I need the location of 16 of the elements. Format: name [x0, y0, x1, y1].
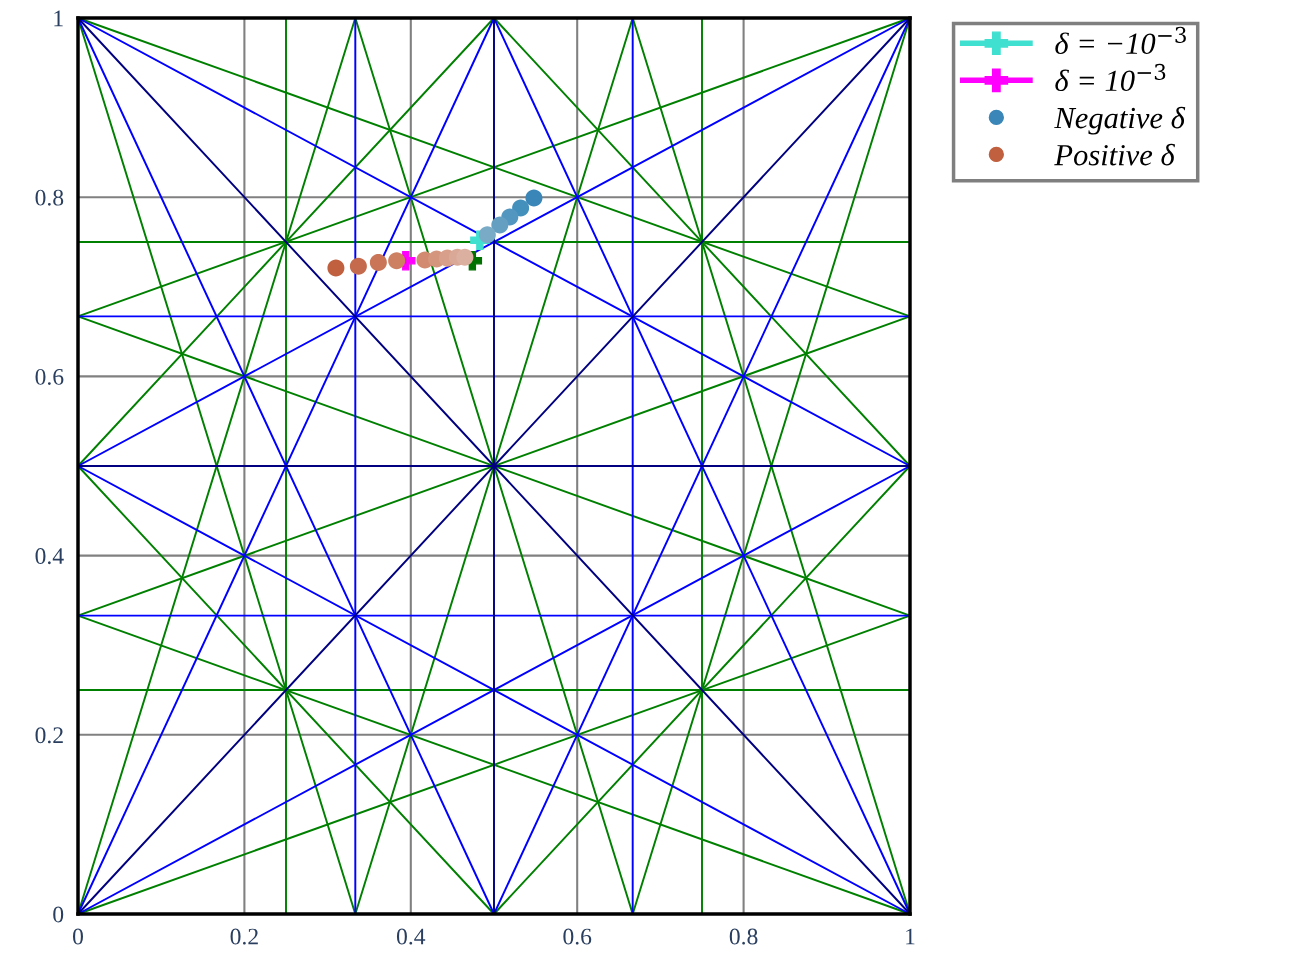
- x-tick-label: 0.4: [396, 928, 426, 945]
- x-tick-label: 0.2: [230, 928, 258, 945]
- x-tick-label: 1: [906, 928, 915, 945]
- x-tick-label: 0.6: [563, 928, 592, 945]
- y-tick-label: 0.4: [35, 548, 64, 565]
- legend-label: δ = 10$^{−3}$: [1055, 63, 1166, 92]
- y-tick-label: 0.8: [35, 189, 64, 206]
- y-tick-label: 0.6: [35, 368, 64, 385]
- legend-label: Positive δ: [1054, 143, 1176, 166]
- y-tick-label: 0.2: [35, 727, 63, 744]
- x-tick-label: 0.8: [729, 928, 758, 945]
- x-tick-label: 0: [73, 928, 83, 945]
- y-tick-label: 1: [54, 10, 63, 27]
- y-tick-label: 0: [53, 906, 64, 923]
- legend-label: Negative δ: [1054, 106, 1186, 135]
- legend-label: δ = −10$^{−3}$: [1055, 26, 1186, 55]
